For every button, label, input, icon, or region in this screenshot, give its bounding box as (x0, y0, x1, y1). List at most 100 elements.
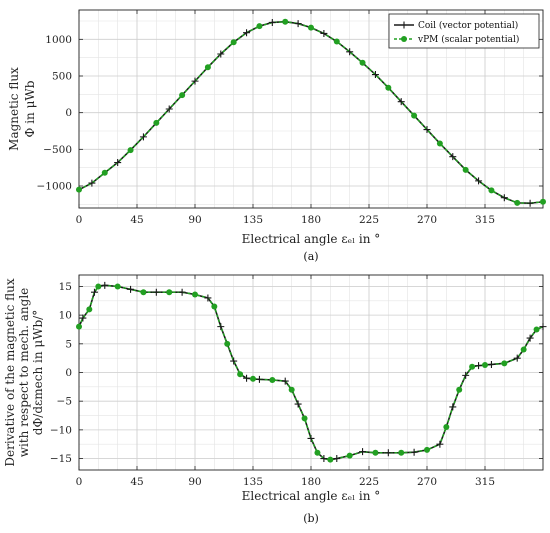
vpm-point (501, 360, 508, 367)
vpm-point (230, 39, 237, 46)
x-tick-label: 225 (359, 476, 379, 488)
vpm-point (359, 59, 366, 66)
x-tick-label: 315 (475, 476, 495, 488)
vpm-point (398, 449, 405, 456)
coil-point (449, 153, 457, 161)
coil-point (475, 177, 483, 185)
coil-point (101, 281, 109, 289)
y-tick-label: 0 (65, 367, 72, 379)
vpm-point (101, 169, 108, 176)
x-tick-label: 270 (417, 476, 437, 488)
coil-point (268, 18, 276, 26)
legend-marker-coil (400, 21, 408, 29)
coil-point (152, 288, 160, 296)
coil-point (475, 362, 483, 370)
vpm-point (436, 140, 443, 147)
vpm-point (76, 186, 82, 193)
vpm-point (250, 375, 256, 382)
vpm-point (127, 147, 134, 154)
coil-point (230, 357, 238, 365)
y-axis-label: Magnetic flux (7, 67, 21, 151)
vpm-point (372, 449, 379, 456)
y-axis-label: Derivative of the magnetic flux (3, 278, 17, 467)
coil-point (526, 199, 534, 207)
coil-point (333, 455, 341, 463)
coil-point (487, 360, 495, 368)
y-tick-label: −500 (43, 144, 72, 156)
x-tick-label: 90 (188, 214, 201, 226)
vpm-point (385, 84, 392, 91)
panel-caption: (b) (303, 512, 319, 525)
x-tick-label: 225 (359, 214, 379, 226)
panel-b-chart: 0 45 90 135 180 225 270 315 −15 −10 −5 0 5 10 15 Electr… (3, 274, 547, 525)
y-tick-label: −10 (50, 424, 72, 436)
coil-point (114, 159, 122, 167)
coil-point (90, 288, 98, 296)
vpm-point (95, 283, 102, 290)
vpm-point (179, 92, 186, 99)
coil-point (217, 50, 225, 58)
x-tick-label: 90 (188, 476, 201, 488)
coil-point (191, 77, 199, 85)
x-tick-label: 315 (475, 214, 495, 226)
coil-point (255, 375, 263, 383)
x-axis-label: Electrical angle εₑₗ in ° (242, 232, 381, 246)
coil-point (294, 400, 302, 408)
coil-point (88, 179, 96, 187)
vpm-point (533, 326, 540, 333)
coil-point (449, 403, 457, 411)
y-tick-label: −15 (50, 453, 72, 465)
coil-point (513, 354, 521, 362)
coil-point (178, 288, 186, 296)
x-tick-label: 180 (301, 476, 321, 488)
coil-point (243, 374, 251, 382)
vpm-point (269, 376, 276, 383)
coil-point (359, 448, 367, 456)
coil-point (243, 29, 251, 37)
vpm-point (411, 112, 418, 119)
coil-point (384, 449, 392, 457)
legend-label-coil: Coil (vector potential) (418, 20, 518, 31)
vpm-point (456, 386, 463, 393)
vpm-point (308, 24, 314, 31)
vpm-point (288, 386, 295, 393)
vpm-point (488, 187, 495, 194)
vpm-point (424, 446, 430, 453)
coil-point (217, 323, 225, 331)
vpm-point (114, 283, 121, 290)
vpm-point (192, 291, 198, 298)
coil-point (500, 194, 508, 202)
coil-point (139, 133, 147, 141)
vpm-point (86, 306, 93, 313)
vpm-point (140, 289, 147, 296)
y-axis-label: Φ in μWb (23, 80, 37, 137)
vpm-point (256, 23, 263, 30)
vpm-point (520, 346, 527, 353)
y-tick-label: 1000 (45, 34, 72, 46)
vpm-point (469, 363, 476, 370)
legend-label-vpm: vPM (scalar potential) (417, 34, 519, 45)
coil-point (320, 29, 328, 37)
coil-point (281, 377, 289, 385)
legend-box (388, 13, 540, 49)
coil-point (204, 294, 212, 302)
x-tick-label: 45 (130, 476, 143, 488)
vpm-point (153, 119, 160, 126)
coil-point (526, 334, 534, 342)
y-axis-label: dΦ/dεmech in μWb/° (31, 310, 45, 435)
x-tick-label: 0 (76, 476, 83, 488)
y-tick-label: 5 (65, 338, 72, 350)
vpm-point (462, 166, 469, 173)
vpm-point (514, 199, 521, 206)
coil-point (79, 314, 87, 322)
x-tick-label: 0 (76, 214, 83, 226)
vpm-point (540, 198, 546, 205)
vpm-point (237, 371, 244, 378)
coil-point (410, 448, 418, 456)
x-tick-label: 135 (243, 476, 263, 488)
y-tick-label: −1000 (36, 181, 72, 193)
coil-point (397, 98, 405, 106)
x-tick-label: 180 (301, 214, 321, 226)
coil-point (165, 105, 173, 113)
